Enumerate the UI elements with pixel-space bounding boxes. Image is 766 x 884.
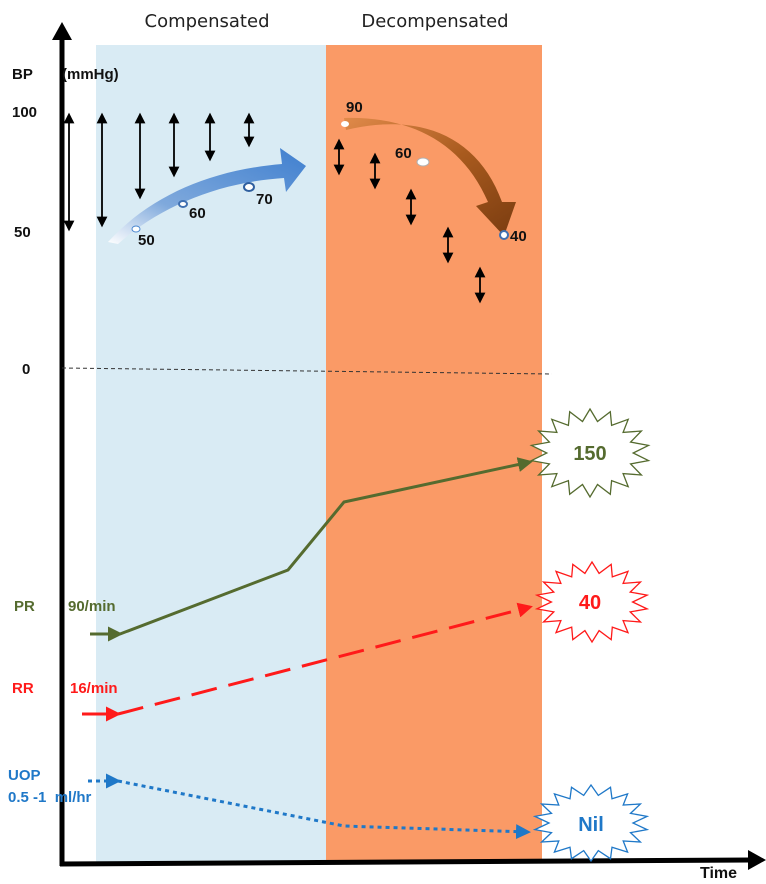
y-tick-50: 50: [14, 224, 31, 241]
bp-point-60: [178, 200, 188, 208]
rr-final-burst: [534, 560, 650, 644]
decompensated-region: [326, 45, 542, 863]
decompensated-title: Decompensated: [361, 11, 508, 32]
y-axis-arrowhead: [52, 22, 72, 40]
zero-baseline: [61, 367, 553, 375]
x-axis: [59, 857, 753, 867]
pr-initial-value: 90/min: [68, 598, 116, 615]
bp-point-90: [341, 121, 349, 127]
bp-label-90: 90: [346, 99, 363, 116]
uop-final-value: Nil: [578, 814, 604, 836]
rising-bp-arrow: [108, 148, 306, 244]
pulse-pressure-arrows-compensated: [63, 112, 255, 232]
x-axis-label: Time: [700, 865, 737, 879]
uop-label: UOP: [8, 767, 41, 784]
pr-final-value: 150: [573, 443, 606, 465]
pr-final-burst: [529, 407, 651, 499]
bp-point-40: [499, 230, 509, 240]
uop-line: [88, 773, 531, 840]
bp-label-60-dec: 60: [395, 145, 412, 162]
pr-line: [90, 457, 533, 642]
rr-label: RR: [12, 680, 34, 697]
bp-points-decompensated: [341, 121, 509, 240]
compensated-title: Compensated: [145, 11, 270, 32]
bp-point-60-dec: [416, 157, 430, 167]
bp-points-compensated: [131, 182, 255, 233]
bp-label-60: 60: [189, 205, 206, 222]
bp-label-40: 40: [510, 228, 527, 245]
pulse-pressure-arrows-decompensated: [333, 138, 486, 304]
rr-initial-value: 16/min: [70, 680, 118, 697]
x-axis-arrowhead: [748, 850, 766, 870]
pr-label: PR: [14, 598, 35, 615]
y-tick-100: 100: [12, 104, 37, 121]
y-tick-0: 0: [22, 361, 30, 378]
uop-initial-value: 0.5 -1 ml/hr: [8, 789, 92, 806]
bp-point-50: [131, 225, 141, 233]
y-axis-unit: (mmHg): [62, 66, 119, 83]
y-axis-label: BP: [12, 66, 33, 83]
falling-bp-arrow: [344, 117, 516, 236]
bp-point-70: [243, 182, 255, 192]
bp-label-50: 50: [138, 232, 155, 249]
rr-line: [82, 602, 533, 722]
uop-final-burst: [532, 783, 650, 863]
bp-label-70: 70: [256, 191, 273, 208]
rr-final-value: 40: [579, 592, 601, 614]
